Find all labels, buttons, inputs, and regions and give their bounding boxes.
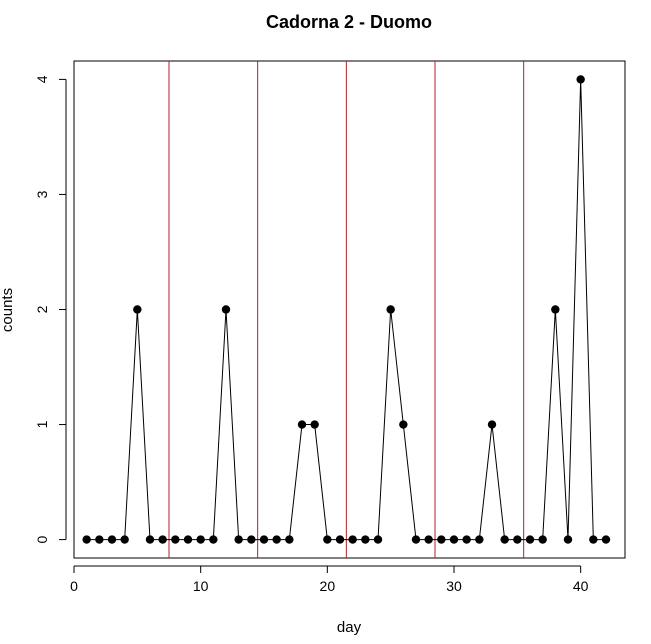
x-tick-label-30: 30 xyxy=(446,578,462,594)
data-point-18 xyxy=(297,420,307,429)
x-axis-label: day xyxy=(337,619,362,636)
x-tick-label-20: 20 xyxy=(320,578,336,594)
chart-title: Cadorna 2 - Duomo xyxy=(266,12,432,32)
data-point-5 xyxy=(133,305,142,314)
y-tick-label-0: 0 xyxy=(34,535,50,543)
series-group xyxy=(82,75,611,544)
plot-box xyxy=(73,60,626,559)
data-point-40 xyxy=(576,75,585,84)
data-point-35 xyxy=(513,535,522,544)
data-point-3 xyxy=(107,535,117,544)
data-point-33 xyxy=(487,420,497,429)
data-point-6 xyxy=(145,535,155,544)
data-point-20 xyxy=(323,535,332,544)
data-point-11 xyxy=(209,535,218,544)
data-point-24 xyxy=(373,535,383,544)
y-tick-label-3: 3 xyxy=(34,190,50,198)
data-point-21 xyxy=(335,535,345,544)
data-point-4 xyxy=(120,535,129,544)
data-point-9 xyxy=(183,535,193,544)
y-tick-label-1: 1 xyxy=(34,420,50,428)
data-point-42 xyxy=(601,535,611,544)
x-axis: 0 10 20 30 40 xyxy=(70,565,589,594)
data-point-27 xyxy=(411,535,421,544)
data-point-37 xyxy=(538,535,547,544)
data-point-25 xyxy=(386,305,395,314)
x-tick-label-0: 0 xyxy=(70,578,78,594)
x-tick-label-10: 10 xyxy=(193,578,209,594)
data-point-23 xyxy=(361,535,370,544)
data-point-19 xyxy=(310,420,319,429)
data-point-10 xyxy=(196,535,205,544)
data-point-12 xyxy=(221,305,231,314)
data-point-2 xyxy=(95,535,104,544)
data-point-15 xyxy=(259,535,269,544)
data-point-14 xyxy=(247,535,256,544)
data-point-16 xyxy=(272,535,281,544)
data-point-1 xyxy=(82,535,91,544)
data-point-28 xyxy=(424,535,433,544)
data-point-34 xyxy=(500,535,509,544)
data-point-31 xyxy=(462,535,471,544)
data-point-38 xyxy=(551,305,560,314)
data-point-41 xyxy=(589,535,598,544)
data-point-26 xyxy=(399,420,408,429)
y-axis-label: counts xyxy=(0,288,16,332)
y-tick-label-2: 2 xyxy=(34,305,50,313)
data-point-8 xyxy=(171,535,180,544)
data-point-30 xyxy=(449,535,459,544)
data-point-29 xyxy=(437,535,446,544)
y-axis: 0 1 2 3 4 xyxy=(34,75,67,543)
y-tick-label-4: 4 xyxy=(34,75,50,83)
data-point-7 xyxy=(158,535,167,544)
data-point-39 xyxy=(563,535,573,544)
data-point-13 xyxy=(234,535,243,544)
data-point-32 xyxy=(475,535,484,544)
x-tick-label-40: 40 xyxy=(573,578,589,594)
data-point-36 xyxy=(525,535,535,544)
period-separators xyxy=(168,61,525,558)
data-point-17 xyxy=(285,535,294,544)
data-point-22 xyxy=(348,535,357,544)
